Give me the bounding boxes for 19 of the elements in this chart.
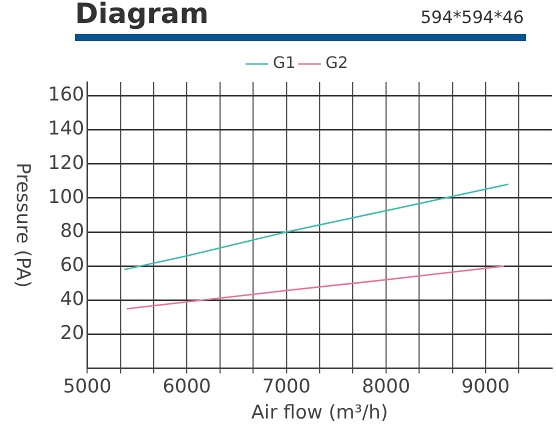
legend-label: G1 (272, 53, 296, 72)
x-tick-label: 7000 (262, 376, 311, 398)
y-tick-label: 80 (60, 220, 84, 242)
legend-label: G2 (326, 53, 348, 72)
chart-subtitle: 594*594*46 (420, 8, 524, 28)
x-tick-label: 5000 (63, 376, 112, 398)
y-tick-label: 160 (48, 84, 84, 106)
y-tick-label: 120 (48, 152, 84, 174)
y-tick-label: 20 (60, 322, 84, 344)
x-tick-label: 9000 (461, 376, 510, 398)
y-tick-label: 60 (60, 254, 84, 276)
x-tick-label: 8000 (362, 376, 410, 398)
y-tick-label: 140 (48, 118, 84, 140)
x-tick-label: 6000 (162, 376, 212, 398)
y-axis-title: Pressure (PA) (12, 162, 34, 288)
y-tick-label: 100 (48, 186, 84, 208)
x-axis-title: Air flow (m³/h) (251, 402, 388, 424)
y-tick-label: 40 (60, 288, 84, 310)
chart-title: Diagram (75, 0, 209, 30)
